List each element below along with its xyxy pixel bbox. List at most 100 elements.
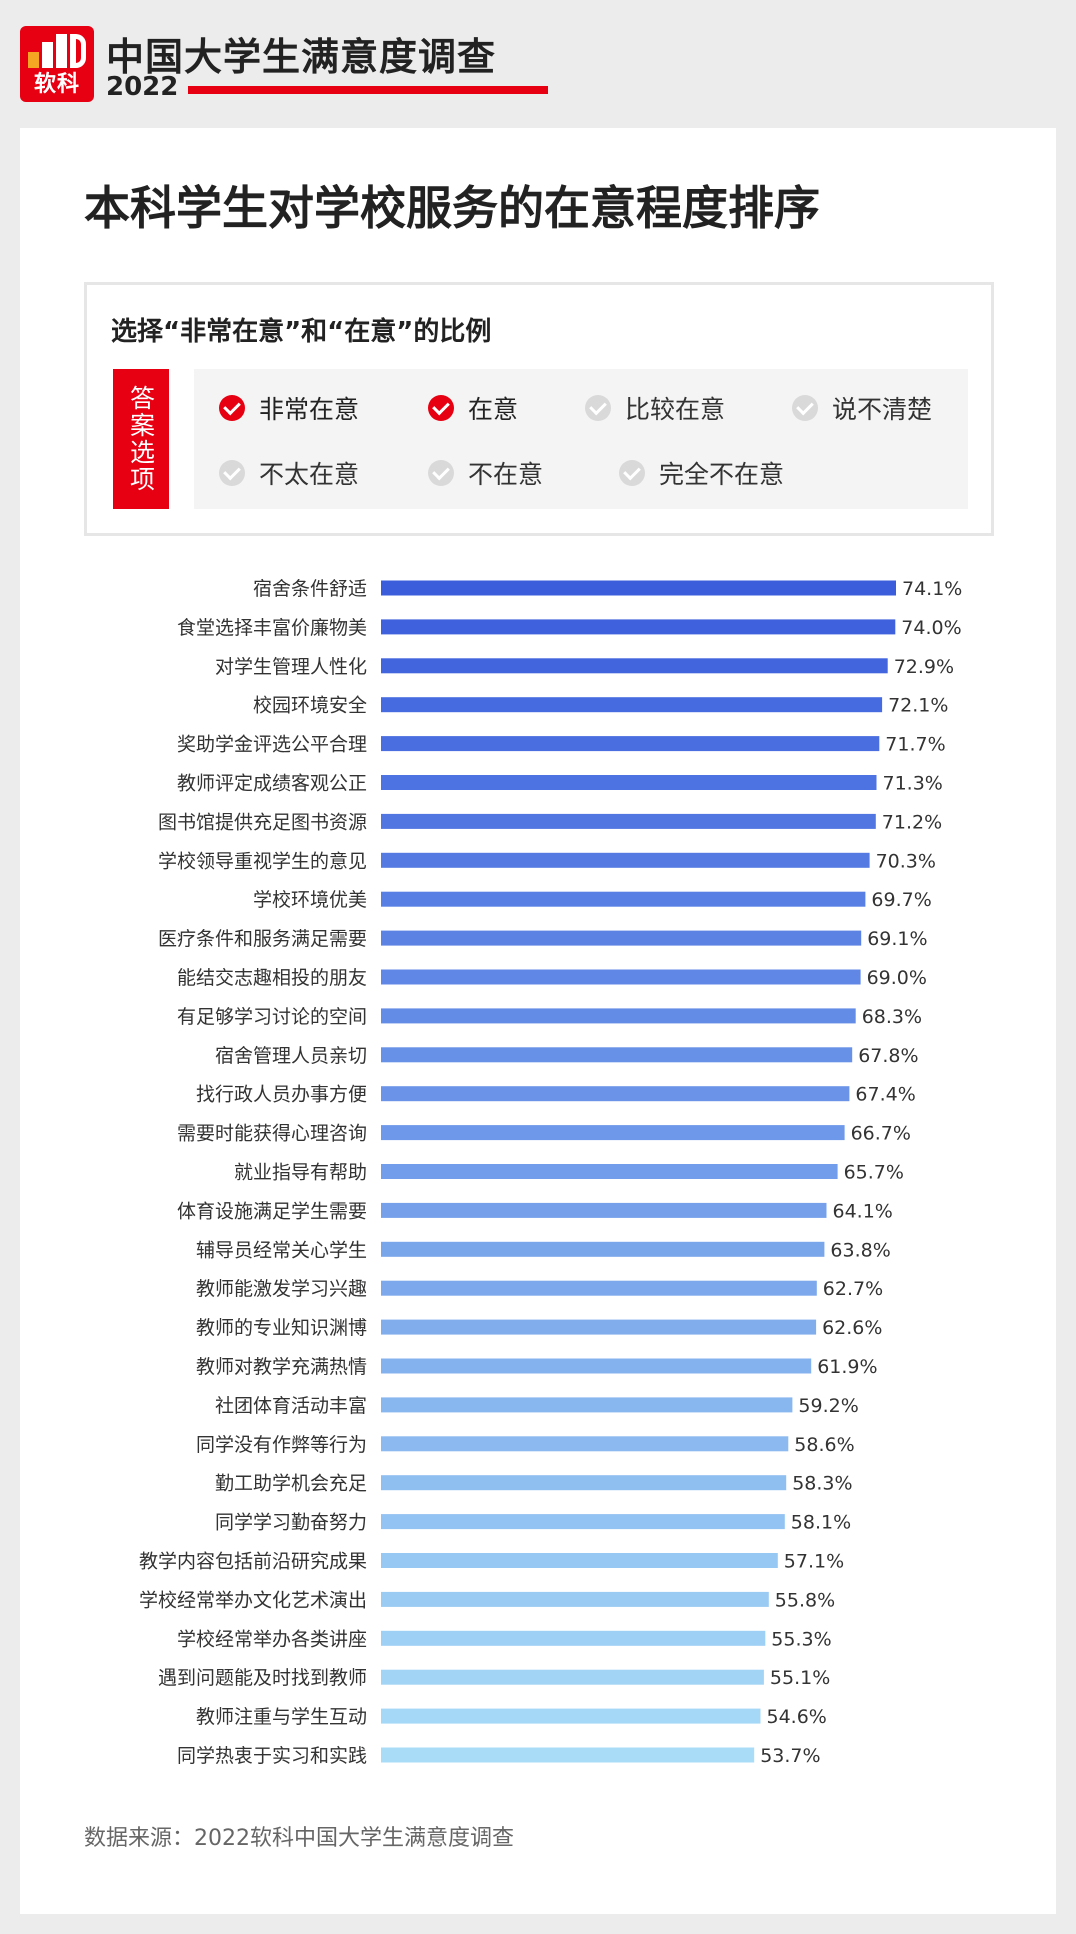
category-label: 同学没有作弊等行为 [196,1434,367,1456]
logo-bar-icon [56,34,67,68]
bar [381,1047,853,1063]
category-label: 医疗条件和服务满足需要 [158,928,367,950]
bar [381,1514,785,1530]
options-heading: 选择“非常在意”和“在意”的比例 [111,317,492,347]
bar [381,1475,787,1491]
value-label: 71.2% [882,811,942,833]
bar [381,1202,827,1218]
brand-year: 2022 [106,72,179,102]
option-unsure: 说不清楚 [792,390,932,426]
bar [381,1280,817,1296]
value-label: 55.3% [771,1628,831,1650]
value-label: 70.3% [876,850,936,872]
bar [381,736,880,752]
check-icon [428,395,454,421]
content-card: 本科学生对学校服务的在意程度排序 选择“非常在意”和“在意”的比例 答案选项 非… [20,128,1056,1914]
value-label: 61.9% [817,1356,877,1378]
check-icon [219,395,245,421]
category-label: 就业指导有帮助 [234,1162,367,1184]
value-label: 64.1% [833,1200,893,1222]
category-label: 学校经常举办各类讲座 [177,1628,367,1650]
bar [381,1708,761,1724]
bar [381,1164,838,1179]
value-label: 59.2% [798,1395,858,1417]
bar-chart: 宿舍条件舒适 74.1% 食堂选择丰富价廉物美 74.0% 对学生管理人性化 72.9% 校… [139,578,962,1767]
value-label: 66.7% [851,1123,911,1145]
bar [381,930,862,946]
logo-bar-icon [28,52,39,68]
options-grid: 非常在意 在意 比较在意 说不清楚 不太在意 不在意 [194,369,968,509]
category-label: 社团体育活动丰富 [215,1395,367,1417]
category-label: 教师评定成绩客观公正 [177,773,367,795]
answer-options-box: 选择“非常在意”和“在意”的比例 答案选项 非常在意 在意 比较在意 说不清楚 … [84,282,994,536]
option-label: 不在意 [468,460,544,489]
category-label: 教师注重与学生互动 [196,1706,367,1728]
logo-bar-icon [42,42,53,68]
value-label: 62.7% [823,1278,883,1300]
value-label: 69.7% [871,889,931,911]
category-label: 勤工助学机会充足 [215,1473,367,1495]
value-label: 58.1% [791,1512,851,1534]
category-label: 体育设施满足学生需要 [177,1200,367,1222]
page-title: 本科学生对学校服务的在意程度排序 [84,181,820,235]
category-label: 教师对教学充满热情 [196,1356,367,1378]
category-label: 图书馆提供充足图书资源 [158,811,367,833]
category-label: 找行政人员办事方便 [196,1084,367,1106]
value-label: 67.4% [855,1084,915,1106]
option-concerned: 在意 [428,390,518,426]
value-label: 55.8% [775,1589,835,1611]
value-label: 72.1% [888,695,948,717]
category-label: 遇到问题能及时找到教师 [158,1667,367,1689]
data-source: 数据来源：2022软科中国大学生满意度调查 [84,1826,514,1851]
value-label: 58.3% [792,1473,852,1495]
category-label: 能结交志趣相投的朋友 [177,967,367,989]
option-label: 说不清楚 [832,395,933,424]
bar [381,1747,755,1763]
category-label: 教师的专业知识渊博 [196,1317,367,1339]
option-label: 在意 [468,395,519,424]
brand-underline [188,86,548,94]
logo-text: 软科 [33,72,80,97]
category-label: 奖助学金评选公平合理 [177,734,367,756]
category-label: 宿舍条件舒适 [253,578,367,600]
value-label: 54.6% [767,1706,827,1728]
bar [381,1086,850,1102]
bar [381,1669,764,1685]
bar [381,891,866,907]
bar [381,813,876,829]
category-label: 学校领导重视学生的意见 [158,850,367,872]
brand-header: 软科 中国大学生满意度调查 2022 [20,26,548,102]
logo-r-icon [70,34,86,68]
bar [381,1397,793,1413]
value-label: 69.1% [867,928,927,950]
options-tag: 答案选项 [113,369,169,509]
check-icon [792,395,818,421]
category-label: 同学热衷于实习和实践 [177,1745,367,1767]
option-not-at-all-concerned: 完全不在意 [619,455,784,491]
value-label: 69.0% [867,967,927,989]
category-label: 学校环境优美 [253,889,367,911]
value-label: 53.7% [760,1745,820,1767]
check-icon [619,460,645,486]
option-somewhat-concerned: 比较在意 [585,390,725,426]
bar [381,1591,769,1607]
option-not-very-concerned: 不太在意 [219,455,359,491]
value-label: 71.3% [883,773,943,795]
category-label: 学校经常举办文化艺术演出 [139,1589,367,1611]
bar [381,1358,812,1374]
bar [381,775,877,790]
option-label: 不太在意 [259,460,360,489]
value-label: 71.7% [885,734,945,756]
category-label: 需要时能获得心理咨询 [177,1123,367,1145]
value-label: 65.7% [844,1162,904,1184]
category-label: 辅导员经常关心学生 [196,1239,367,1261]
bar [381,580,896,596]
category-label: 教师能激发学习兴趣 [196,1278,367,1300]
option-label: 完全不在意 [659,460,785,489]
bar [381,697,883,713]
bar [381,1630,766,1646]
option-not-concerned: 不在意 [428,455,543,491]
brand-title: 中国大学生满意度调查 [106,35,497,79]
value-label: 74.1% [902,578,962,600]
option-label: 比较在意 [625,395,726,424]
